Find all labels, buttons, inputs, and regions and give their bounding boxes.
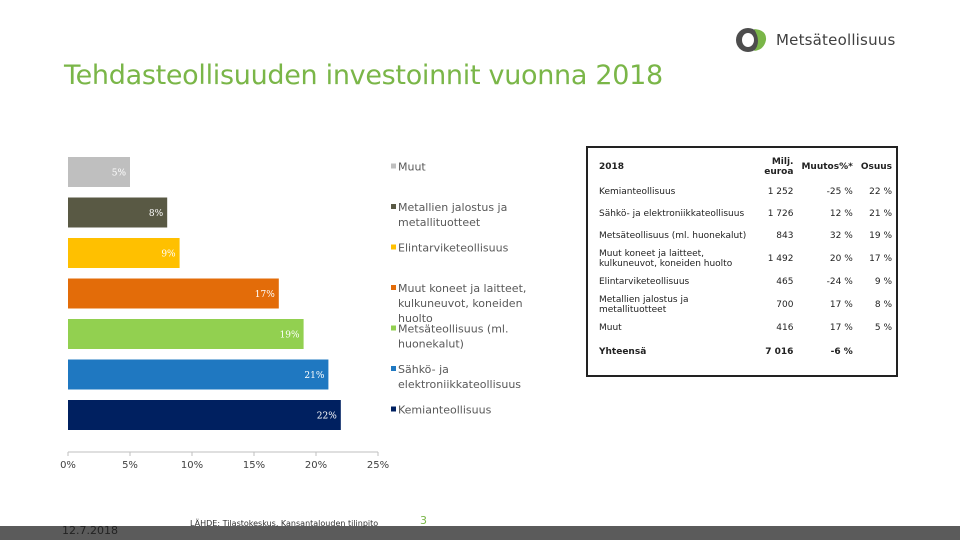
table-cell: 17 % — [869, 254, 892, 264]
x-tick-label: 25% — [367, 460, 389, 471]
x-tick-label: 10% — [181, 460, 203, 471]
page-title: Tehdasteollisuuden investoinnit vuonna 2… — [64, 60, 663, 91]
x-tick-label: 15% — [243, 460, 265, 471]
table-cell: 700 — [776, 300, 794, 310]
data-label: 8% — [149, 209, 164, 219]
table-cell: 843 — [776, 231, 794, 241]
legend-label: Metsäteollisuus (ml. huonekalut) — [398, 323, 508, 351]
table-header-cell: 2018 — [599, 162, 625, 172]
page-number: 3 — [420, 514, 427, 527]
table-cell: 416 — [776, 323, 794, 333]
table-cell: 1 252 — [767, 187, 794, 197]
x-tick-label: 0% — [60, 460, 76, 471]
legend-marker — [391, 406, 396, 412]
table-cell: 12 % — [829, 209, 853, 219]
bar-chart: 0% 5% 10% 15% 20% 25% 5% Muut 8% Metallien jalost… — [60, 157, 526, 471]
table-cell: -24 % — [826, 277, 853, 287]
table-cell: Metallien jalostus ja metallituotteet — [599, 295, 689, 315]
table-cell: Metsäteollisuus (ml. huonekalut) — [599, 231, 747, 241]
table-cell: Muut koneet ja laitteet, kulkuneuvot, ko… — [599, 249, 733, 269]
table-cell: Sähkö- ja elektroniikkateollisuus — [599, 209, 745, 219]
data-label: 22% — [317, 412, 337, 422]
table-cell: -6 % — [830, 347, 853, 357]
bar — [68, 238, 180, 268]
data-label: 21% — [304, 371, 324, 381]
footer-date: 12.7.2018 — [62, 524, 118, 537]
footer-bar — [0, 526, 960, 540]
table-row: Kemianteollisuus 1 252 -25 % 22 % — [588, 181, 896, 203]
table-header-cell: Muutos%* — [801, 162, 853, 172]
table-cell: 465 — [776, 277, 794, 287]
table-header-cell: Osuus — [860, 162, 892, 172]
legend-label: Muut — [398, 161, 426, 174]
table-row: Muut 416 17 % 5 % — [588, 317, 896, 339]
bar — [68, 400, 341, 430]
table-cell: 17 % — [829, 300, 853, 310]
bar — [68, 319, 304, 349]
legend-marker — [391, 204, 396, 209]
table-row: Metallien jalostus ja metallituotteet 700… — [588, 293, 896, 317]
table-cell: 19 % — [869, 231, 892, 241]
table-cell: 22 % — [869, 187, 892, 197]
x-tick-label: 20% — [305, 460, 327, 471]
table-cell: 32 % — [829, 231, 853, 241]
data-label: 5% — [112, 169, 127, 179]
investment-table: 2018 Milj. euroa Muutos%* Osuus Kemianteoll… — [586, 146, 898, 377]
table-cell: 5 % — [874, 323, 892, 333]
bar — [68, 278, 279, 309]
table-total-row: Yhteensä 7 016 -6 % — [588, 339, 896, 363]
table-cell: 1 492 — [767, 254, 794, 264]
table-cell: Yhteensä — [599, 347, 647, 357]
table-cell: Kemianteollisuus — [599, 187, 676, 197]
table-cell: 8 % — [874, 300, 892, 310]
legend-label: Kemianteollisuus — [398, 404, 492, 417]
brand-logo: Metsäteollisuus — [734, 24, 896, 56]
table-cell: 1 726 — [767, 209, 794, 219]
table-row: Elintarviketeollisuus 465 -24 % 9 % — [588, 271, 896, 293]
table-row: Sähkö- ja elektroniikkateollisuus 1 726 12… — [588, 203, 896, 225]
table-cell: Muut — [599, 323, 622, 333]
x-tick-label: 5% — [122, 460, 138, 471]
brand-name: Metsäteollisuus — [776, 31, 896, 49]
data-label: 19% — [280, 331, 300, 341]
table-cell: 20 % — [829, 254, 853, 264]
logo-leaf-icon — [736, 28, 767, 52]
legend-label: Muut koneet ja laitteet, kulkuneuvot, kon… — [398, 282, 526, 325]
table-cell: 9 % — [874, 277, 892, 287]
legend-label: Metallien jalostus ja metallituotteet — [398, 201, 507, 229]
table-cell — [857, 339, 896, 363]
bar — [68, 197, 168, 228]
data-label: 17% — [255, 290, 275, 300]
table-row: Metsäteollisuus (ml. huonekalut) 843 32 % 1… — [588, 225, 896, 247]
legend-label: Sähkö- ja elektroniikkateollisuus — [398, 363, 521, 391]
table-header-cell: Milj. euroa — [764, 157, 794, 177]
data-label: 9% — [161, 250, 176, 260]
legend-marker — [391, 325, 396, 331]
table-cell: -25 % — [826, 187, 853, 197]
legend-marker — [391, 366, 396, 371]
bar — [68, 359, 329, 390]
bar — [68, 157, 130, 187]
source-note: LÄHDE: Tilastokeskus, Kansantalouden til… — [190, 519, 379, 528]
table-cell: 17 % — [829, 323, 853, 333]
legend-label: Elintarviketeollisuus — [398, 242, 509, 255]
legend-marker — [391, 244, 396, 250]
table-cell: Elintarviketeollisuus — [599, 277, 690, 287]
legend-marker — [391, 285, 396, 290]
table-header-row: 2018 Milj. euroa Muutos%* Osuus — [588, 148, 896, 181]
table-row: Muut koneet ja laitteet, kulkuneuvot, ko… — [588, 247, 896, 271]
table-cell: 21 % — [869, 209, 892, 219]
table-cell: 7 016 — [765, 347, 794, 357]
legend-marker — [391, 163, 396, 169]
